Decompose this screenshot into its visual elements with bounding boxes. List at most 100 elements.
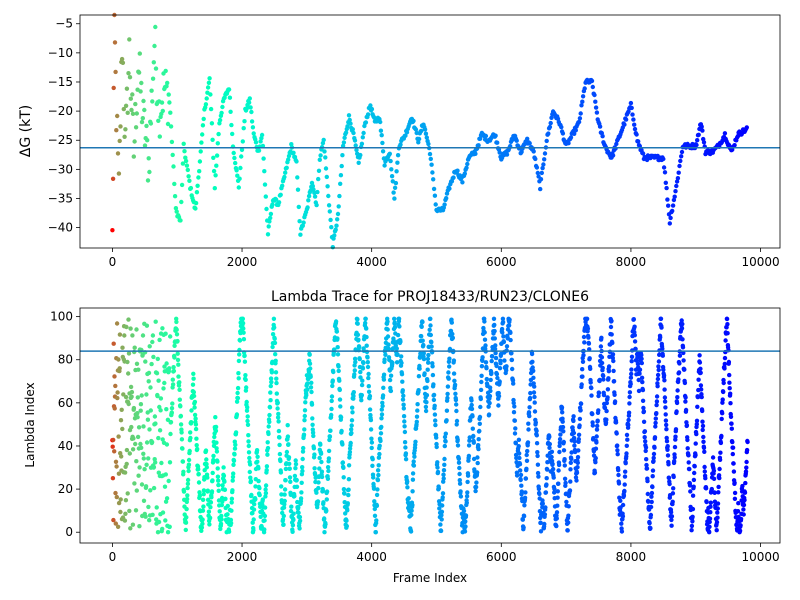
lambda-point [352,372,357,377]
lambda-point [381,372,387,377]
dg-point [322,149,327,154]
lambda-point [282,487,288,492]
lambda-point [642,429,648,434]
lambda-point [557,437,563,442]
lambda-point [369,440,375,445]
lambda-point [431,382,436,387]
lambda-point [605,395,610,400]
lambda-point [478,404,483,410]
lambda-point [162,364,167,369]
lambda-point [699,394,704,400]
dg-point [232,155,237,161]
lambda-point [571,418,576,424]
lambda-point [654,399,660,404]
dg-point [378,119,383,125]
lambda-point [291,517,296,523]
lambda-point [593,460,598,465]
lambda-point [643,439,648,444]
lambda-point [612,399,618,404]
lambda-point [220,499,225,504]
lambda-point [320,488,326,494]
lambda-point [194,443,199,448]
dg-point [347,117,352,123]
lambda-point [643,448,648,454]
dg-point [249,119,255,124]
lambda-point [270,332,276,337]
lambda-point [357,356,362,362]
lambda-point [622,474,628,479]
lambda-point [153,460,158,465]
lambda-point [649,490,655,496]
lambda-point [392,316,397,321]
lambda-point [184,506,189,512]
lambda-point [683,399,688,404]
dg-point [249,109,254,115]
lambda-point [245,414,250,419]
lambda-point [186,462,192,467]
lambda-point [319,469,325,474]
lambda-point [329,398,334,404]
dg-point [197,169,202,174]
lambda-point [124,447,130,453]
lambda-point [336,364,341,369]
dg-point [432,193,438,198]
dg-point [368,103,373,108]
lambda-point [671,486,676,491]
lambda-point [381,385,386,390]
lambda-point [302,427,307,432]
lambda-point [155,530,161,535]
dg-point [538,177,544,182]
dg-point [179,182,185,188]
lambda-point [413,439,418,444]
x-tick-label: 8000 [616,550,647,564]
lambda-point [581,353,586,358]
dg-point [338,173,344,178]
dg-point [182,149,187,154]
lambda-point [176,362,181,367]
lambda-point [364,326,369,331]
lambda-point [656,367,661,373]
lambda-point [305,381,310,386]
lambda-point [150,333,156,338]
lambda-point [629,354,635,359]
lambda-point [175,351,180,356]
lambda-point [204,461,209,467]
lambda-point [233,430,239,435]
lambda-point [421,351,426,356]
lambda-point [326,448,332,454]
dg-point [301,220,306,225]
dg-point [165,121,171,127]
lambda-point [576,448,581,453]
lambda-point [208,505,213,510]
lambda-point [164,496,170,501]
lambda-point [120,426,125,432]
lambda-point [262,513,268,519]
lambda-point [547,441,552,447]
lambda-point [367,407,373,412]
lambda-point [519,489,524,494]
x-tick-label: 6000 [486,255,517,269]
lambda-point [349,430,354,436]
lambda-point [484,376,489,382]
lambda-point [403,451,409,456]
lambda-point [531,368,536,373]
lambda-point [496,393,502,399]
lambda-point [285,423,290,428]
lambda-point [568,460,573,465]
dg-point [207,76,212,81]
lambda-point [560,410,565,415]
lambda-point [220,483,225,488]
dg-point [264,206,269,212]
dg-point [622,122,627,127]
dg-point [295,187,301,192]
dg-point [323,166,329,171]
dg-point [428,156,433,162]
lambda-point [353,359,358,365]
lambda-point [604,408,609,414]
dg-point [306,198,311,203]
lambda-point [395,332,401,338]
lambda-point [655,372,661,378]
lambda-point [380,400,385,405]
lambda-point [560,419,565,424]
lambda-point [702,469,707,474]
